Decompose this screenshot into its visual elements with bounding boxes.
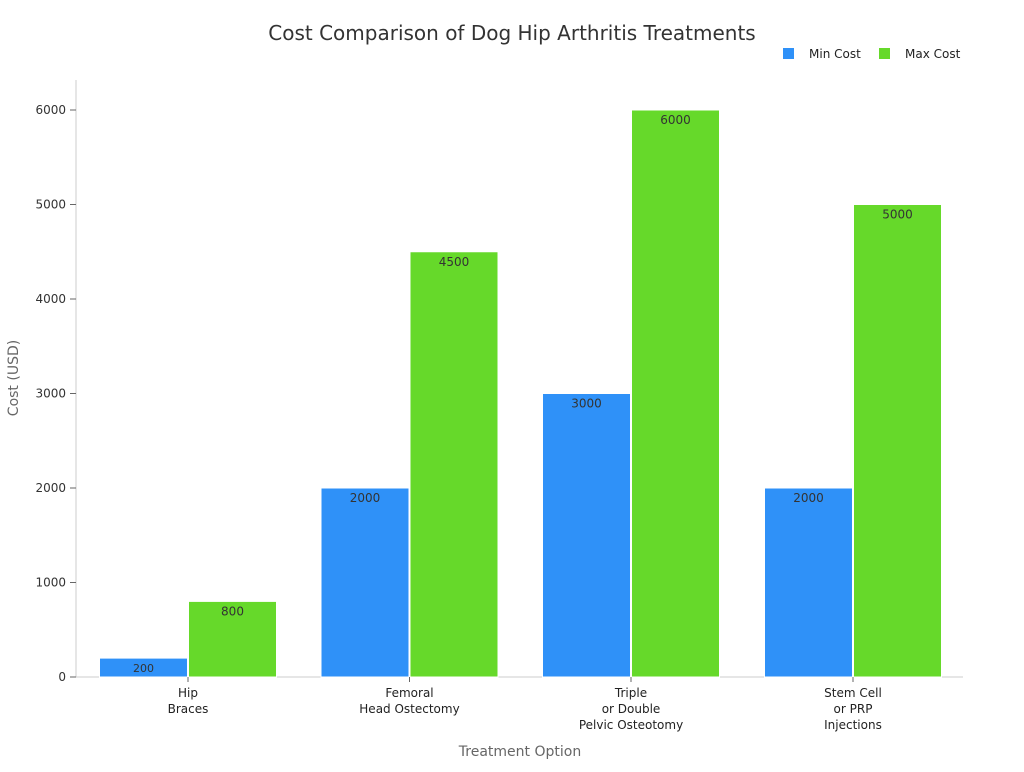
bar-min-cost bbox=[99, 657, 188, 678]
bar-max-cost bbox=[853, 204, 942, 678]
data-label: 800 bbox=[221, 604, 244, 618]
legend-swatch bbox=[879, 48, 890, 59]
x-tick-label: Injections bbox=[824, 718, 882, 732]
y-tick-label: 4000 bbox=[35, 292, 66, 306]
data-label: 4500 bbox=[439, 255, 470, 269]
y-axis-label: Cost (USD) bbox=[6, 340, 22, 416]
bar-min-cost bbox=[542, 393, 631, 678]
x-tick-label: Stem Cell bbox=[824, 686, 882, 700]
x-tick-label: Braces bbox=[168, 702, 209, 716]
legend-swatch bbox=[783, 48, 794, 59]
y-tick-label: 6000 bbox=[35, 103, 66, 117]
x-tick-label: Femoral bbox=[385, 686, 433, 700]
data-label: 6000 bbox=[660, 113, 691, 127]
x-tick-label: Triple bbox=[614, 686, 647, 700]
data-label: 200 bbox=[133, 662, 154, 675]
data-label: 2000 bbox=[350, 491, 381, 505]
x-tick-label: or PRP bbox=[834, 702, 873, 716]
x-tick-label: or Double bbox=[602, 702, 661, 716]
bar-min-cost bbox=[320, 487, 410, 678]
bar-max-cost bbox=[409, 251, 499, 678]
x-axis-label: Treatment Option bbox=[458, 744, 581, 760]
data-label: 3000 bbox=[571, 397, 602, 411]
y-tick-label: 0 bbox=[58, 670, 66, 684]
y-tick-label: 5000 bbox=[35, 198, 66, 212]
legend-label: Min Cost bbox=[809, 47, 861, 61]
y-tick-label: 1000 bbox=[35, 576, 66, 590]
x-tick-label: Hip bbox=[178, 686, 198, 700]
chart-title: Cost Comparison of Dog Hip Arthritis Tre… bbox=[268, 21, 755, 45]
bar-min-cost bbox=[764, 487, 853, 678]
data-label: 5000 bbox=[882, 208, 913, 222]
y-tick-label: 3000 bbox=[35, 387, 66, 401]
y-tick-label: 2000 bbox=[35, 481, 66, 495]
data-label: 2000 bbox=[793, 491, 824, 505]
legend-label: Max Cost bbox=[905, 47, 961, 61]
bar-max-cost bbox=[631, 109, 720, 678]
legend: Min Cost Max Cost bbox=[783, 47, 961, 61]
bar-max-cost bbox=[188, 600, 277, 678]
x-tick-label: Head Ostectomy bbox=[359, 702, 459, 716]
x-tick-label: Pelvic Osteotomy bbox=[579, 718, 683, 732]
